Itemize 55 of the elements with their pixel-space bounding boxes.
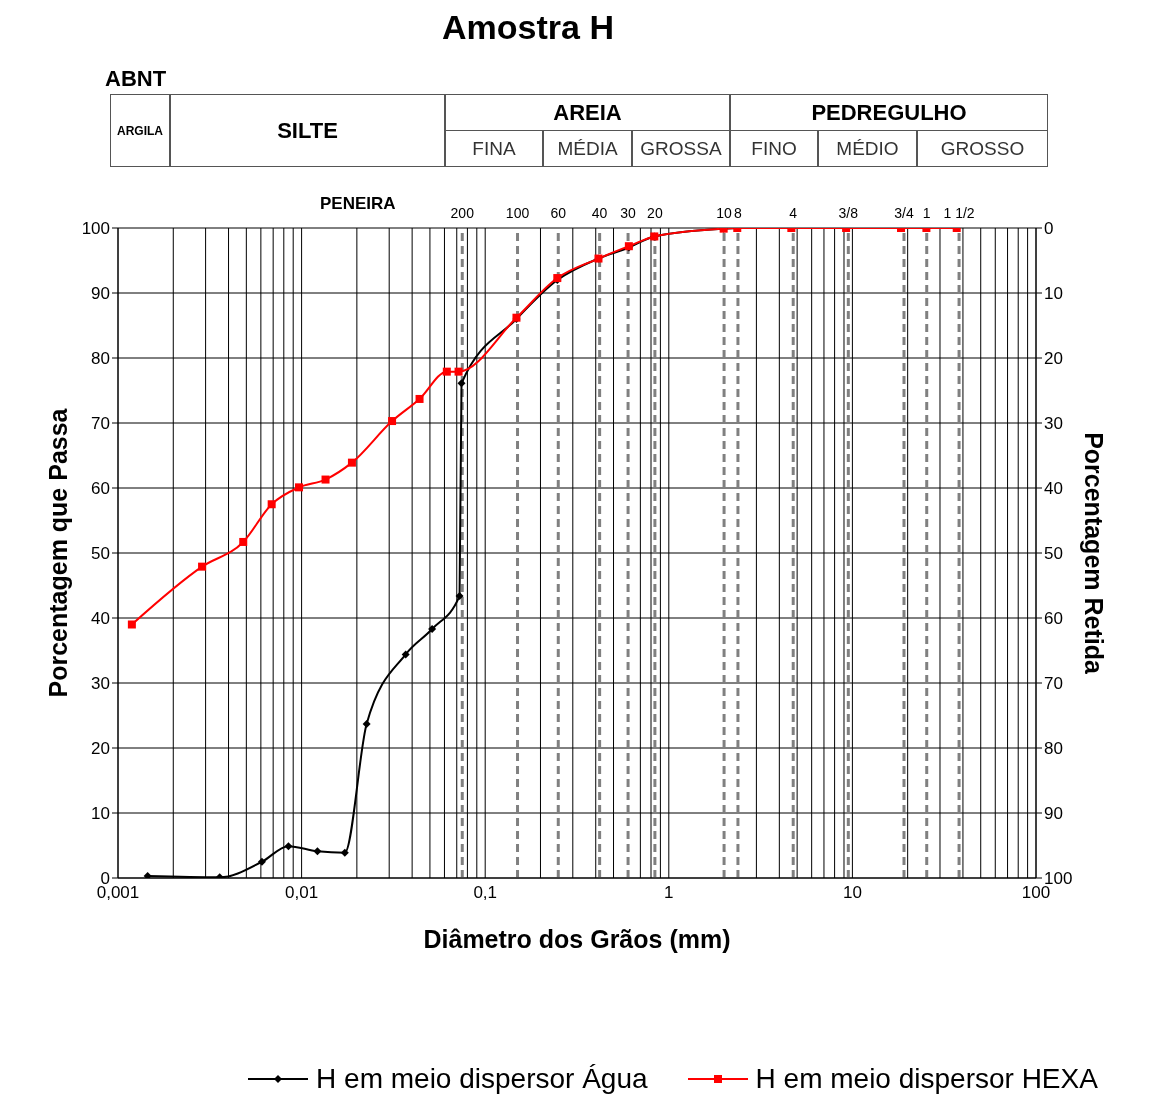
y2-tick-label: 50 — [1044, 544, 1063, 564]
y2-axis-title: Porcentagem Retida — [1080, 432, 1109, 675]
y2-tick-label: 30 — [1044, 414, 1063, 434]
legend-label: H em meio dispersor Água — [316, 1063, 648, 1095]
y2-tick-label: 40 — [1044, 479, 1063, 499]
text: GROSSO — [917, 130, 1048, 167]
x-axis-title: Diâmetro dos Grãos (mm) — [423, 925, 731, 953]
annotation: 3/4 — [894, 205, 914, 221]
y-tick-label: 80 — [91, 349, 110, 369]
y2-tick-label: 90 — [1044, 804, 1063, 824]
annotation: 1 — [922, 205, 931, 221]
text: MÉDIA — [543, 130, 632, 167]
y2-tick-label: 20 — [1044, 349, 1063, 369]
text: PEDREGULHO — [730, 94, 1048, 131]
x-tick-label: 0,01 — [285, 883, 319, 903]
text: SILTE — [170, 94, 445, 167]
x-tick-label: 0,1 — [473, 883, 498, 903]
x-tick-label: 10 — [842, 883, 862, 903]
x-tick-label: 1 — [664, 883, 674, 903]
y-tick-label: 70 — [91, 414, 110, 434]
y-tick-label: 50 — [91, 544, 110, 564]
text: AREIA — [445, 94, 730, 131]
annotation: 60 — [550, 205, 567, 221]
y2-tick-label: 60 — [1044, 609, 1063, 629]
text: FINO — [730, 130, 818, 167]
y2-tick-label: 70 — [1044, 674, 1063, 694]
annotation: 3/8 — [838, 205, 859, 221]
y-tick-label: 100 — [81, 219, 110, 239]
annotation: 100 — [505, 205, 530, 221]
y-tick-label: 60 — [91, 479, 110, 499]
text: FINA — [445, 130, 543, 167]
y2-tick-label: 0 — [1044, 219, 1054, 239]
y-tick-label: 40 — [91, 609, 110, 629]
text: PENEIRA — [320, 194, 396, 214]
y2-tick-label: 10 — [1044, 284, 1063, 304]
text: MÉDIO — [818, 130, 917, 167]
chart-title: Amostra H — [441, 8, 615, 47]
text: ABNT — [105, 66, 167, 92]
y-tick-label: 90 — [91, 284, 110, 304]
annotation: 10 — [716, 205, 733, 221]
legend-label: H em meio dispersor HEXA — [755, 1063, 1098, 1095]
annotation: 30 — [620, 205, 637, 221]
annotation: 40 — [591, 205, 608, 221]
y-tick-label: 30 — [91, 674, 110, 694]
annotation: 4 — [789, 205, 798, 221]
annotation: 200 — [450, 205, 475, 221]
annotation: 8 — [734, 205, 743, 221]
annotation: 1 1/2 — [943, 205, 975, 221]
y-axis-title: Porcentagem que Passa — [43, 407, 72, 698]
y-tick-label: 10 — [91, 804, 110, 824]
text: ARGILA — [110, 94, 170, 167]
y2-tick-label: 80 — [1044, 739, 1063, 759]
text: GROSSA — [632, 130, 730, 167]
y-tick-label: 20 — [91, 739, 110, 759]
annotation: 20 — [647, 205, 663, 221]
